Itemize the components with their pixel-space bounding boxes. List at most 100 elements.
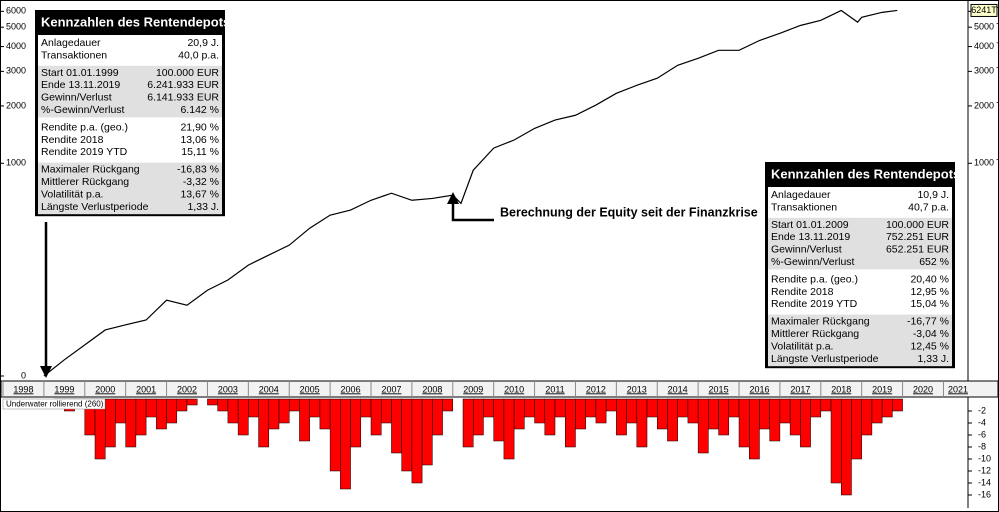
row-value: 652 % [919,256,949,268]
row-label: Gewinn/Verlust [41,92,112,104]
y-tick-label: 1000 [6,158,26,168]
underwater-bar [851,398,862,460]
underwater-bar [677,398,689,418]
underwater-bar [810,398,822,418]
box-title: Kennzahlen des Rentendepots [771,166,960,181]
underwater-bar [524,398,535,418]
row-value: 6.241.933 EUR [147,79,219,91]
row-value: 15,04 % [910,298,949,310]
row-group-bg [768,217,952,270]
underwater-bar [125,398,137,448]
panel-label-bg [2,398,106,410]
y2-tick-label: 4000 T [974,41,999,51]
underwater-bar [697,398,709,454]
y-tick-label: 5000 [6,22,26,32]
underwater-bar [626,398,638,424]
y-tick-label: 0 [21,370,26,380]
info-box: Kennzahlen des Rentendepots Anlagedauer 10… [765,162,960,369]
row-value: 20,9 J. [187,37,219,49]
underwater-bar [442,398,454,412]
y-tick-label: -4 [978,417,986,427]
y-tick-label: -2 [978,405,986,415]
row-label: Rendite 2019 YTD [771,298,858,310]
underwater-bar [861,398,873,436]
underwater-bar [800,398,811,448]
x-tick-label: 2017 [790,384,810,394]
underwater-bar [544,398,556,436]
underwater-bar [104,398,116,448]
underwater-bar [892,398,903,412]
row-value: 21,90 % [180,121,219,133]
x-tick-label: 2016 [749,384,769,394]
underwater-bar [820,398,832,412]
underwater-bar [329,398,341,472]
underwater-bar [769,398,781,442]
underwater-bar [299,398,310,442]
y-tick-label: -14 [978,477,991,487]
underwater-bar [636,398,648,448]
underwater-bar [605,398,617,412]
underwater-bar [268,398,280,430]
underwater-bar [462,398,474,448]
y-tick-label: 3000 [6,66,26,76]
x-tick-label: 2003 [218,384,238,394]
underwater-bar [248,398,259,418]
y-tick-label: -16 [978,489,991,499]
row-group-bg [38,65,222,118]
underwater-bar [687,398,699,424]
underwater-bar [309,398,321,418]
annotation: Berechnung der Equity seit der Finanzkri… [500,205,758,219]
underwater-bar [156,398,167,430]
row-value: 652.251 EUR [886,244,949,256]
y-tick-label: -10 [978,453,991,463]
row-value: -3,32 % [183,176,219,188]
underwater-bar [166,398,178,424]
row-value: 13,67 % [180,188,219,200]
x-tick-label: 2006 [341,384,361,394]
info-layer: Kennzahlen des Rentendepots Anlagedauer 20… [35,10,960,369]
y2-tick-label: 1000 T [974,158,999,168]
underwater-bar [871,398,883,424]
x-tick-label: 2019 [872,384,892,394]
underwater-bar [728,398,740,418]
row-value: 6.141.933 EUR [147,92,219,104]
x-tick-label: 2010 [504,384,524,394]
x-tick-label: 2005 [300,384,320,394]
row-value: 6.142 % [180,104,219,116]
row-label: Maximaler Rückgang [41,164,140,176]
row-label: Rendite p.a. (geo.) [771,273,858,285]
row-value: 100.000 EUR [156,67,219,79]
row-value: 15,11 % [181,146,219,158]
row-label: Rendite 2018 [41,134,104,146]
row-label: Rendite 2018 [771,286,834,298]
underwater-bar [186,398,198,406]
x-tick-label: 2014 [668,384,688,394]
row-value: 13,06 % [180,134,219,146]
underwater-bar [738,398,750,448]
row-label: Mittlerer Rückgang [771,328,859,340]
underwater-bar [145,398,157,418]
row-label: Längste Verlustperiode [41,201,149,213]
x-tick-label: 2012 [586,384,606,394]
underwater-bar [380,398,392,424]
underwater-bar [391,398,402,454]
underwater-bar [483,398,494,418]
y-tick-label: 2000 [6,100,26,110]
underwater-bar [217,398,229,412]
underwater-bar [278,398,290,424]
underwater-bar [534,398,546,424]
underwater-bar [401,398,413,472]
x-tick-label: 2008 [422,384,442,394]
row-label: Längste Verlustperiode [771,353,879,365]
underwater-bar [646,398,658,418]
panel-title: Underwater rollierend (260) [6,400,104,409]
row-label: Volatilität p.a. [41,188,103,200]
x-tick-label: 2000 [95,384,115,394]
row-value: -16,83 % [177,164,219,176]
row-value: 20,40 % [910,273,949,285]
underwater-bar [135,398,147,436]
x-tick-label: 2020 [913,384,933,394]
underwater-bar [656,398,668,430]
underwater-bar [288,398,300,412]
underwater-bar [350,398,362,448]
